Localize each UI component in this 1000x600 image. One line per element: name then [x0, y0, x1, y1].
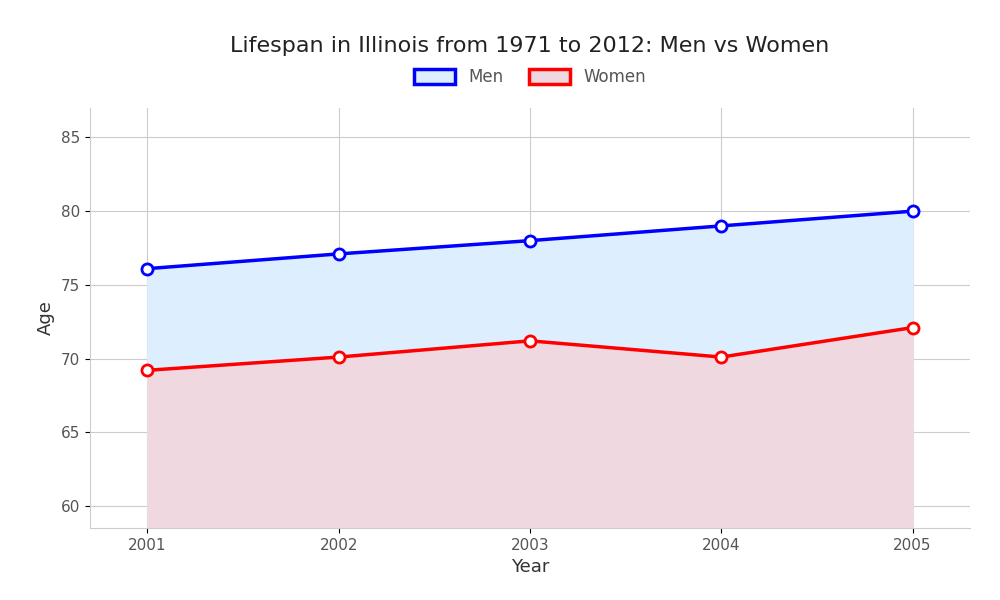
- Title: Lifespan in Illinois from 1971 to 2012: Men vs Women: Lifespan in Illinois from 1971 to 2012: …: [230, 37, 830, 56]
- Legend: Men, Women: Men, Women: [407, 62, 653, 93]
- X-axis label: Year: Year: [511, 558, 549, 576]
- Y-axis label: Age: Age: [37, 301, 55, 335]
